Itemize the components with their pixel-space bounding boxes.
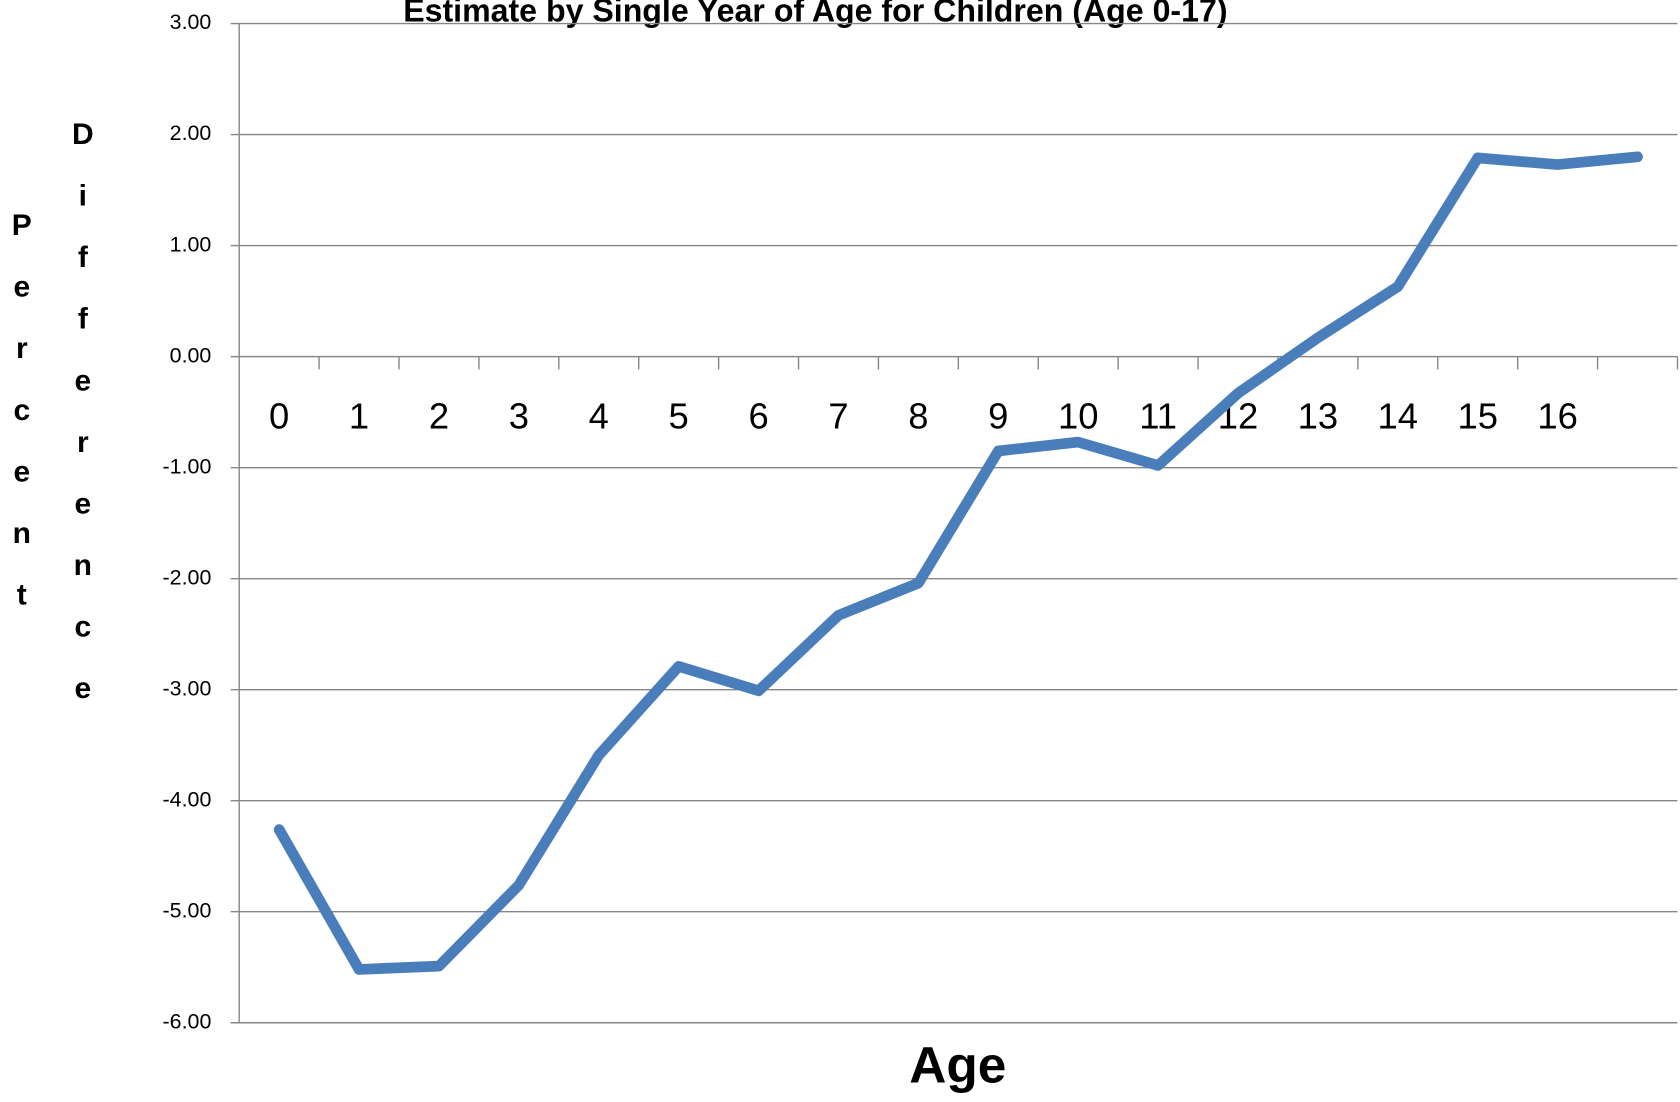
x-tick-label: 11 [1139,395,1177,436]
x-tick-label: 8 [908,395,928,436]
x-tick-label: 7 [828,395,848,436]
x-axis-label: Age [909,1035,1006,1093]
y-tick-label: -3.00 [163,676,212,700]
y-tick-label: -4.00 [163,787,212,811]
y-tick-label: 2.00 [170,121,212,145]
y-tick-label: -1.00 [163,454,212,478]
x-tick-label: 6 [748,395,768,436]
y-tick-label: 0.00 [170,343,212,367]
x-tick-label: 4 [589,395,609,436]
x-tick-label: 16 [1537,395,1578,436]
y-tick-label: -6.00 [163,1009,212,1033]
x-tick-label: 3 [509,395,529,436]
x-tick-label: 1 [349,395,369,436]
x-tick-label: 15 [1457,395,1498,436]
x-tick-label: 5 [669,395,689,436]
y-tick-label: 1.00 [170,232,212,256]
data-line [273,151,1643,975]
x-tick-label: 0 [269,395,289,436]
y-tick-label: -5.00 [163,898,212,922]
y-tick-label: 3.00 [170,10,212,34]
x-tick-label: 9 [988,395,1008,436]
x-tick-label: 2 [429,395,449,436]
x-tick-label: 10 [1058,395,1099,436]
x-tick-label: 14 [1378,395,1419,436]
y-tick-label: -2.00 [163,565,212,589]
x-tick-label: 13 [1298,395,1339,436]
